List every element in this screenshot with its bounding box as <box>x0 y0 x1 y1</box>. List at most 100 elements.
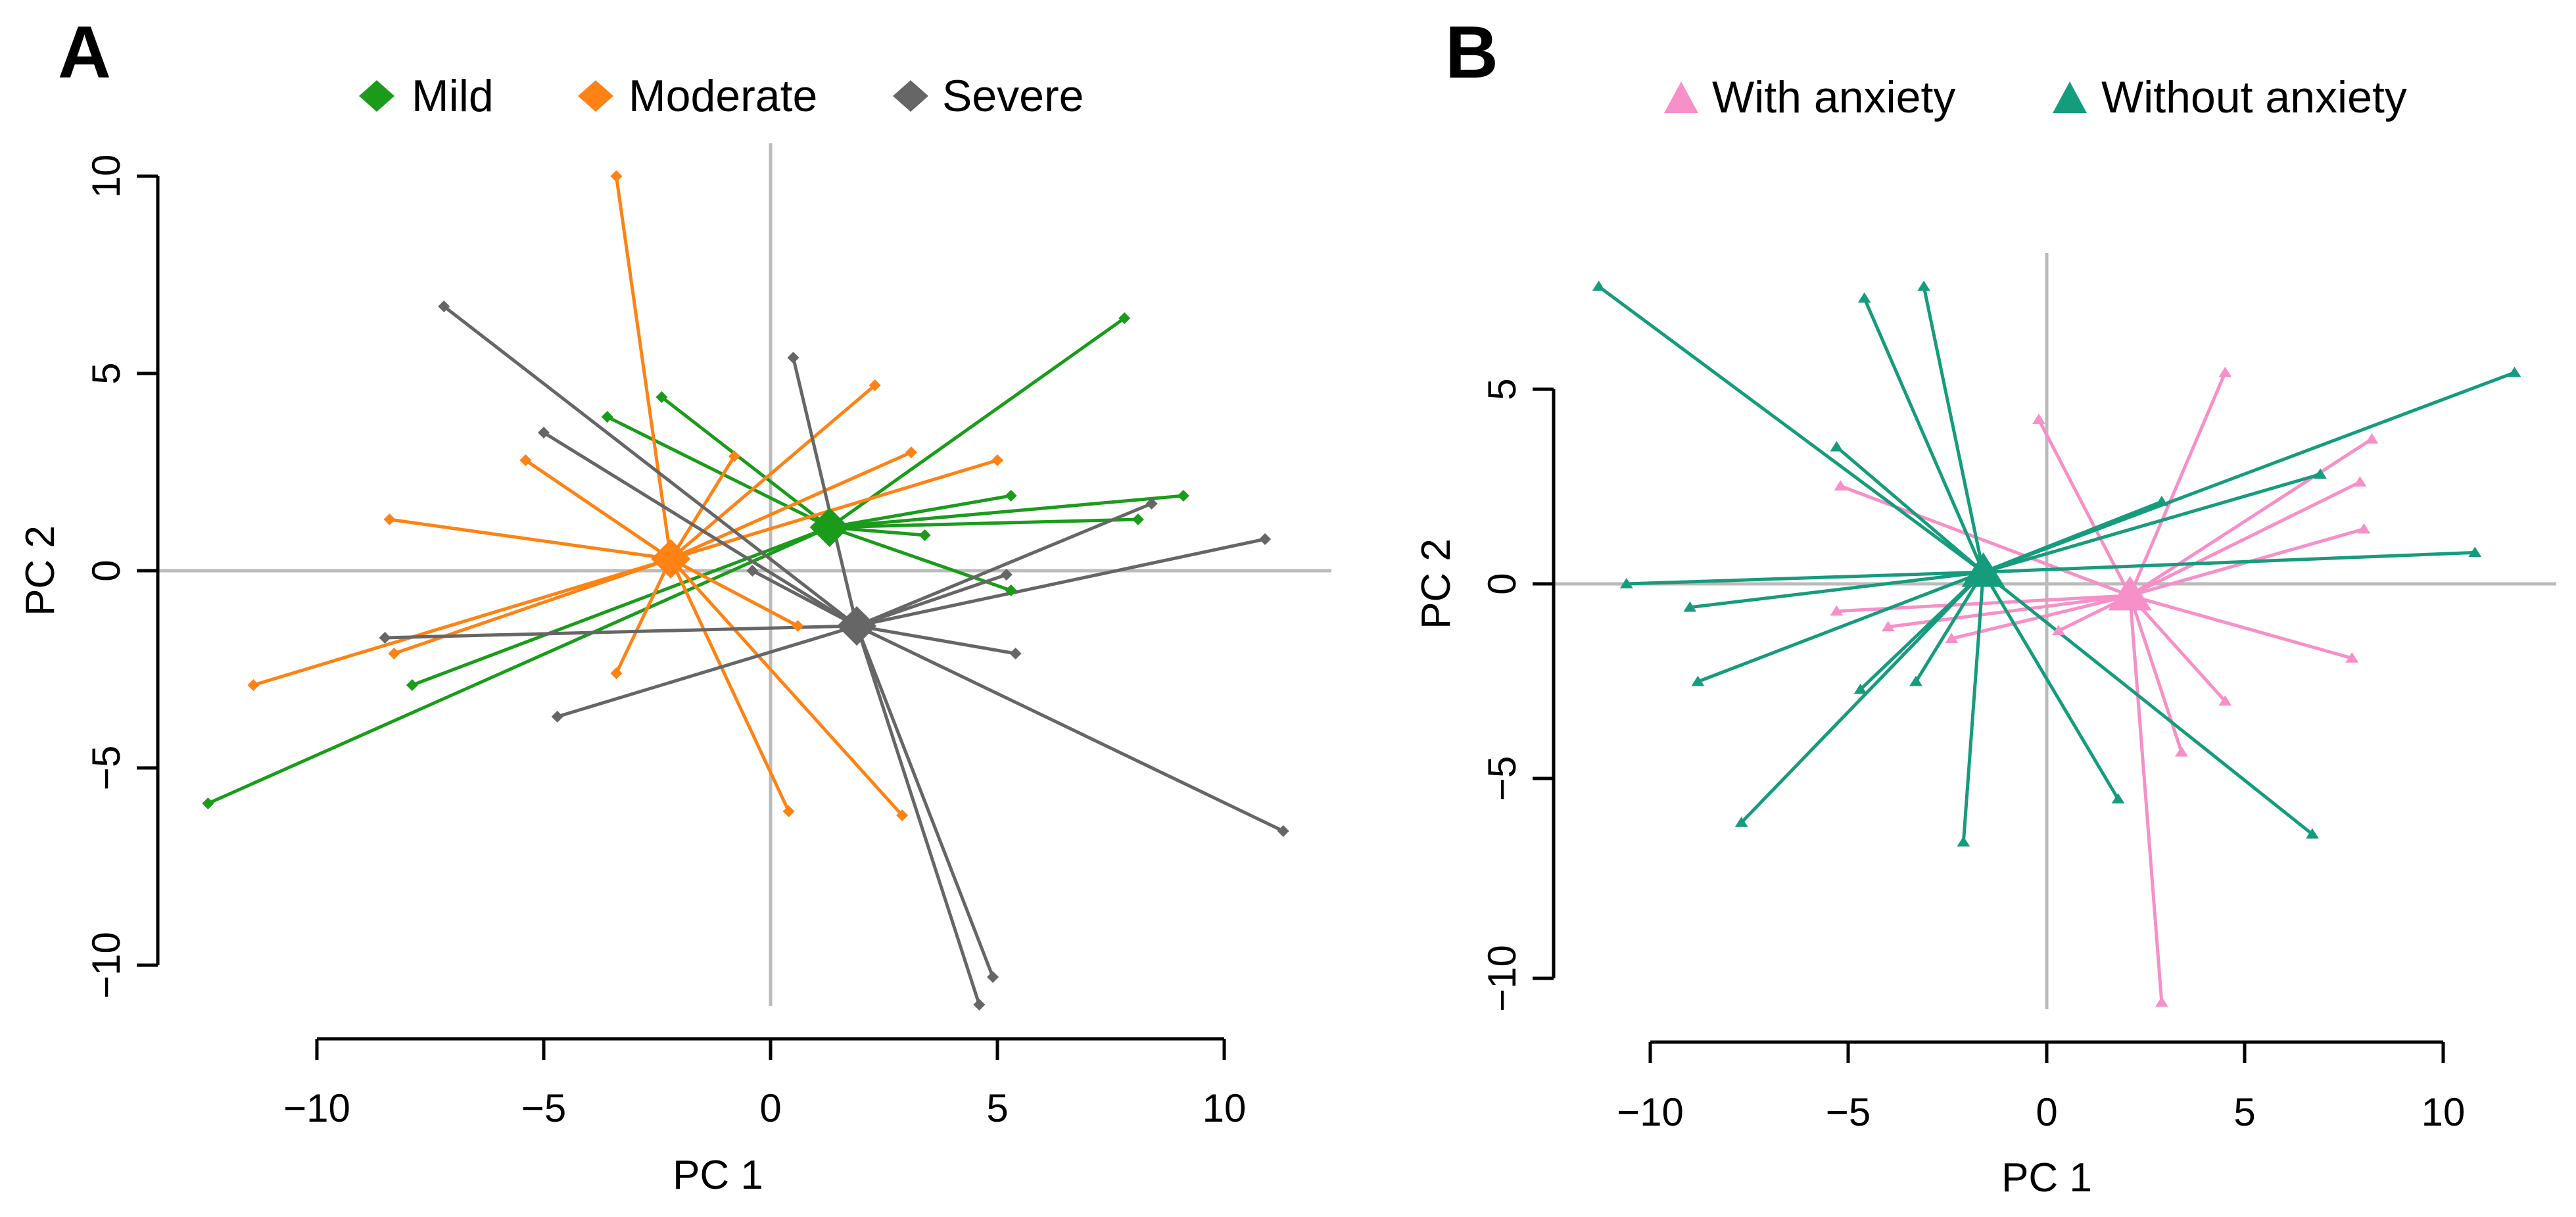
point-without-anxiety-12 <box>1853 683 1867 694</box>
spoke-moderate-8 <box>252 557 671 687</box>
point-moderate-1 <box>869 379 881 391</box>
panel-b-legend: With anxiety Without anxiety <box>1664 72 2407 122</box>
point-moderate-12 <box>896 809 909 821</box>
spoke-with-anxiety-10 <box>2129 594 2352 660</box>
point-without-anxiety-0 <box>1592 280 1606 291</box>
point-mild-4 <box>1005 490 1017 502</box>
point-with-anxiety-10 <box>2345 652 2359 663</box>
spoke-mild-2 <box>606 415 830 529</box>
spoke-without-anxiety-16 <box>1961 571 1986 842</box>
spoke-without-anxiety-0 <box>1598 285 1985 574</box>
panel-a-letter: A <box>58 11 111 93</box>
spoke-moderate-4 <box>524 458 672 561</box>
point-without-anxiety-15 <box>1734 816 1748 827</box>
legend-with-anxiety-marker <box>1664 82 1698 113</box>
spoke-moderate-1 <box>669 384 876 560</box>
point-without-anxiety-10 <box>1691 675 1705 686</box>
panel-a-y-tick-label: −10 <box>84 932 128 999</box>
panel-b-x-axis-title: PC 1 <box>2001 1155 2092 1201</box>
point-without-anxiety-1 <box>1857 292 1871 303</box>
point-moderate-6 <box>383 513 396 525</box>
point-moderate-7 <box>792 620 804 632</box>
panel-b-x-tick-label: 5 <box>2233 1090 2255 1134</box>
legend-moderate-label: Moderate <box>629 71 817 121</box>
legend-with-anxiety-label: With anxiety <box>1712 72 1955 122</box>
legend-mild-label: Mild <box>412 71 494 121</box>
point-severe-4 <box>1259 533 1272 545</box>
centroid-mild <box>809 508 849 547</box>
point-moderate-9 <box>388 648 400 659</box>
spoke-without-anxiety-15 <box>1740 571 1985 824</box>
spoke-severe-1 <box>792 357 859 627</box>
point-without-anxiety-13 <box>2111 793 2125 803</box>
point-severe-7 <box>379 632 391 644</box>
point-severe-0 <box>438 300 450 312</box>
spoke-with-anxiety-11 <box>2128 594 2227 703</box>
panel-a-y-tick-label: −5 <box>84 746 128 790</box>
point-moderate-2 <box>905 446 917 458</box>
point-without-anxiety-2 <box>1917 280 1930 291</box>
panel-a-y-tick-label: 0 <box>84 560 128 581</box>
panel-a-data <box>202 170 1289 1011</box>
point-with-anxiety-7 <box>1881 621 1895 632</box>
spoke-with-anxiety-3 <box>2129 481 2361 598</box>
panel-a-x-tick-label: −10 <box>283 1086 350 1130</box>
point-without-anxiety-14 <box>2306 828 2319 839</box>
spoke-with-anxiety-4 <box>1840 484 2131 598</box>
spoke-without-anxiety-2 <box>1922 286 1985 573</box>
panel-b-y-axis-title: PC 2 <box>1414 538 1459 629</box>
legend-without-anxiety-marker <box>2053 82 2087 113</box>
legend-mild-marker <box>359 80 394 112</box>
point-severe-12 <box>973 999 986 1011</box>
point-moderate-8 <box>247 679 260 691</box>
centroid-with-anxiety <box>2108 575 2152 611</box>
panel-a-x-tick-label: 0 <box>759 1086 781 1130</box>
point-moderate-0 <box>610 170 623 182</box>
panel-a-x-axis-title: PC 1 <box>673 1153 763 1198</box>
spoke-with-anxiety-7 <box>1888 594 2130 629</box>
spoke-mild-1 <box>660 396 831 529</box>
spoke-with-anxiety-6 <box>1836 594 2130 613</box>
point-with-anxiety-13 <box>2155 996 2168 1007</box>
spoke-severe-0 <box>442 305 858 627</box>
panel-b-y-tick-label: −10 <box>1480 945 1524 1012</box>
spoke-without-anxiety-7 <box>1983 550 2475 574</box>
spoke-mild-0 <box>828 316 1126 529</box>
point-without-anxiety-4 <box>1830 441 1844 452</box>
spoke-with-anxiety-13 <box>2128 595 2164 1003</box>
panel-a-y-tick-label: 10 <box>84 155 128 199</box>
spoke-severe-12 <box>855 625 981 1005</box>
spoke-moderate-3 <box>670 458 998 561</box>
spoke-moderate-11 <box>669 558 790 813</box>
point-with-anxiety-3 <box>2353 476 2367 487</box>
spoke-mild-4 <box>829 494 1012 529</box>
point-with-anxiety-12 <box>2175 746 2188 757</box>
panel-b-y-tick-label: −5 <box>1480 756 1524 801</box>
point-moderate-3 <box>991 454 1003 466</box>
point-without-anxiety-7 <box>2468 546 2482 558</box>
point-severe-10 <box>1277 825 1289 837</box>
point-mild-9 <box>202 798 214 809</box>
panel-b-x-tick-label: 10 <box>2421 1090 2466 1134</box>
spoke-severe-6 <box>856 573 1007 628</box>
point-severe-1 <box>787 352 799 364</box>
centroid-severe <box>837 606 877 646</box>
panel-b-y-tick-label: 0 <box>1480 573 1524 594</box>
panel-b-x-tick-label: 0 <box>2036 1090 2057 1134</box>
legend-severe-marker <box>893 80 928 112</box>
point-with-anxiety-0 <box>2218 366 2232 377</box>
spoke-severe-11 <box>855 625 995 978</box>
panel-a: A Mild Moderate Severe −10 −5 <box>18 11 1331 1198</box>
spoke-without-anxiety-5 <box>1982 472 2321 574</box>
spoke-without-anxiety-13 <box>1982 571 2120 800</box>
point-severe-9 <box>551 711 563 723</box>
panel-a-y-tick-label: 5 <box>84 362 128 384</box>
point-moderate-4 <box>519 454 532 466</box>
point-severe-8 <box>1009 648 1022 659</box>
centroid-moderate <box>651 539 691 579</box>
point-with-anxiety-11 <box>2218 695 2232 706</box>
spoke-moderate-0 <box>614 176 673 560</box>
panel-a-x-tick-label: 5 <box>986 1086 1008 1130</box>
panel-a-y-axis-title: PC 2 <box>18 525 63 616</box>
